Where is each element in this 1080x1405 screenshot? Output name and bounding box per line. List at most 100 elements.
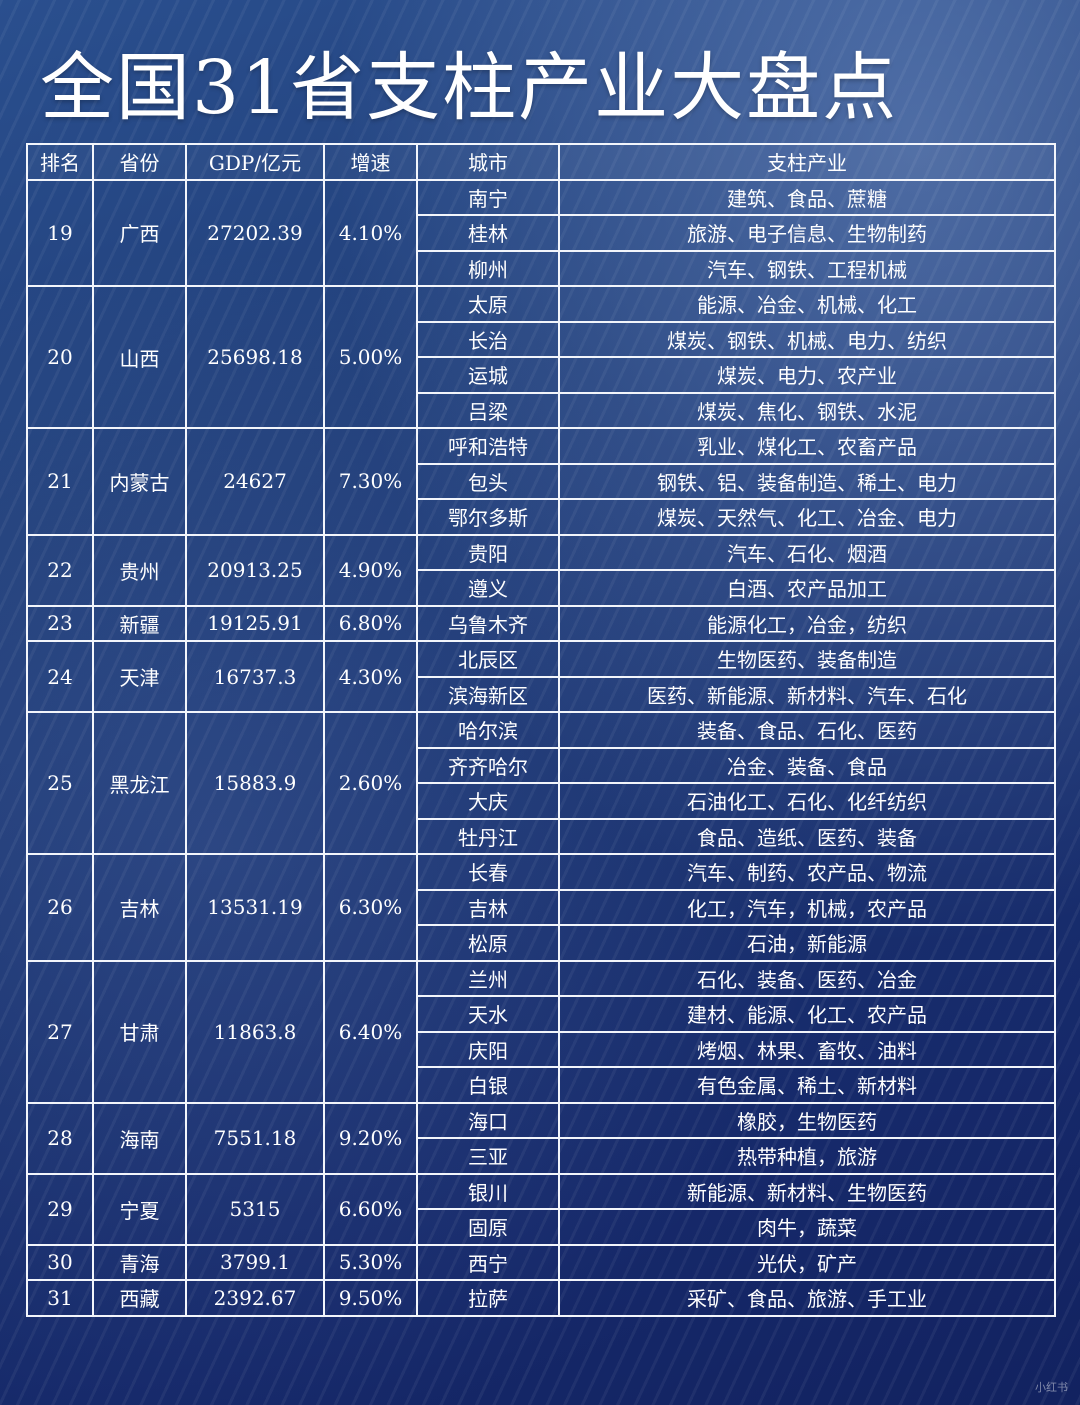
growth-cell: 6.80%	[323, 604, 418, 642]
industries-cell: 钢铁、铝、装备制造、稀土、电力	[558, 462, 1056, 500]
industries-cell: 汽车、制药、农产品、物流	[558, 853, 1056, 891]
gdp-cell: 25698.18	[185, 285, 325, 429]
table-row: 21 内蒙古 24627 7.30% 呼和浩特 乳业、煤化工、农畜产品	[26, 427, 1056, 536]
city-cell: 银川	[416, 1172, 560, 1210]
city-cell: 海口	[416, 1101, 560, 1139]
rank-cell: 26	[26, 853, 94, 962]
province-cell: 海南	[92, 1101, 187, 1175]
table-row: 24 天津 16737.3 4.30% 北辰区 生物医药、装备制造	[26, 640, 1056, 713]
city-cell: 长治	[416, 320, 560, 358]
city-cell: 松原	[416, 924, 560, 962]
gdp-cell: 7551.18	[185, 1101, 325, 1175]
province-cell: 广西	[92, 178, 187, 287]
province-cell: 贵州	[92, 533, 187, 607]
table-row: 吕梁 煤炭、焦化、钢铁、水泥	[27, 391, 1056, 429]
rank-cell: 23	[26, 604, 94, 642]
growth-cell: 7.30%	[323, 427, 418, 536]
industries-cell: 冶金、装备、食品	[558, 746, 1056, 784]
table-row: 滨海新区 医药、新能源、新材料、汽车、石化	[27, 675, 1056, 713]
table-row: 31 西藏 2392.67 9.50% 拉萨 采矿、食品、旅游、手工业	[26, 1279, 1056, 1317]
industries-cell: 石油，新能源	[558, 924, 1056, 962]
header-province: 省份	[92, 143, 187, 181]
gdp-cell: 20913.25	[185, 533, 325, 607]
city-cell: 哈尔滨	[416, 711, 560, 749]
industries-cell: 橡胶，生物医药	[558, 1101, 1056, 1139]
city-cell: 庆阳	[416, 1030, 560, 1068]
table-row: 25 黑龙江 15883.9 2.60% 哈尔滨 装备、食品、石化、医药	[26, 711, 1056, 855]
city-cell: 遵义	[416, 569, 560, 607]
table-body: 19 广西 27202.39 4.10% 南宁 建筑、食品、蔗糖 桂林 旅游、电子信息、生物制…	[26, 178, 1056, 1317]
city-cell: 柳州	[416, 249, 560, 287]
province-cell: 山西	[92, 285, 187, 429]
city-cell: 包头	[416, 462, 560, 500]
city-cell: 吉林	[416, 888, 560, 926]
industries-cell: 煤炭、钢铁、机械、电力、纺织	[558, 320, 1056, 358]
table-row: 鄂尔多斯 煤炭、天然气、化工、冶金、电力	[27, 498, 1056, 536]
growth-cell: 6.60%	[323, 1172, 418, 1246]
gdp-cell: 24627	[185, 427, 325, 536]
table-row: 吉林 化工，汽车，机械，农产品	[27, 888, 1056, 926]
industries-cell: 装备、食品、石化、医药	[558, 711, 1056, 749]
table-row: 29 宁夏 5315 6.60% 银川 新能源、新材料、生物医药	[26, 1172, 1056, 1246]
rank-cell: 22	[26, 533, 94, 607]
watermark-text: 小红书	[1035, 1381, 1068, 1394]
rank-cell: 21	[26, 427, 94, 536]
table-row: 庆阳 烤烟、林果、畜牧、油料	[27, 1030, 1056, 1068]
industries-cell: 石油化工、石化、化纤纺织	[558, 782, 1056, 820]
rank-cell: 28	[26, 1101, 94, 1175]
table-row: 20 山西 25698.18 5.00% 太原 能源、冶金、机械、化工	[26, 285, 1056, 429]
growth-cell: 2.60%	[323, 711, 418, 855]
header-rank: 排名	[26, 143, 94, 181]
city-cell: 长春	[416, 853, 560, 891]
gdp-cell: 5315	[185, 1172, 325, 1246]
industries-cell: 汽车、石化、烟酒	[558, 533, 1056, 571]
city-cell: 鄂尔多斯	[416, 498, 560, 536]
city-cell: 乌鲁木齐	[416, 604, 560, 642]
table-header-row: 排名 省份 GDP/亿元 增速 城市 支柱产业	[26, 143, 1056, 181]
rank-cell: 24	[26, 640, 94, 713]
province-cell: 西藏	[92, 1279, 187, 1317]
table-row: 23 新疆 19125.91 6.80% 乌鲁木齐 能源化工，冶金，纺织	[26, 604, 1056, 642]
city-cell: 三亚	[416, 1137, 560, 1175]
city-cell: 桂林	[416, 214, 560, 252]
industries-cell: 煤炭、电力、农产业	[558, 356, 1056, 394]
growth-cell: 5.30%	[323, 1243, 418, 1281]
city-cell: 齐齐哈尔	[416, 746, 560, 784]
industries-cell: 煤炭、焦化、钢铁、水泥	[558, 391, 1056, 429]
industries-cell: 烤烟、林果、畜牧、油料	[558, 1030, 1056, 1068]
industries-cell: 采矿、食品、旅游、手工业	[558, 1279, 1056, 1317]
growth-cell: 6.30%	[323, 853, 418, 962]
growth-cell: 4.30%	[323, 640, 418, 713]
industries-cell: 能源化工，冶金，纺织	[558, 604, 1056, 642]
industries-cell: 化工，汽车，机械，农产品	[558, 888, 1056, 926]
growth-cell: 5.00%	[323, 285, 418, 429]
province-cell: 天津	[92, 640, 187, 713]
header-industries: 支柱产业	[558, 143, 1056, 181]
table-row: 柳州 汽车、钢铁、工程机械	[27, 249, 1056, 287]
growth-cell: 9.20%	[323, 1101, 418, 1175]
gdp-cell: 27202.39	[185, 178, 325, 287]
city-cell: 天水	[416, 995, 560, 1033]
gdp-cell: 15883.9	[185, 711, 325, 855]
table-row: 齐齐哈尔 冶金、装备、食品	[27, 746, 1056, 784]
industries-cell: 能源、冶金、机械、化工	[558, 285, 1056, 323]
gdp-cell: 13531.19	[185, 853, 325, 962]
city-cell: 西宁	[416, 1243, 560, 1281]
growth-cell: 4.10%	[323, 178, 418, 287]
table-row: 30 青海 3799.1 5.30% 西宁 光伏，矿产	[26, 1243, 1056, 1281]
industries-cell: 建材、能源、化工、农产品	[558, 995, 1056, 1033]
province-cell: 黑龙江	[92, 711, 187, 855]
rank-cell: 25	[26, 711, 94, 855]
growth-cell: 9.50%	[323, 1279, 418, 1317]
industries-cell: 汽车、钢铁、工程机械	[558, 249, 1056, 287]
industries-cell: 白酒、农产品加工	[558, 569, 1056, 607]
table-row: 桂林 旅游、电子信息、生物制药	[27, 214, 1056, 252]
rank-cell: 30	[26, 1243, 94, 1281]
industries-cell: 新能源、新材料、生物医药	[558, 1172, 1056, 1210]
city-cell: 固原	[416, 1208, 560, 1246]
table-row: 固原 肉牛，蔬菜	[27, 1208, 1056, 1246]
industries-cell: 有色金属、稀土、新材料	[558, 1066, 1056, 1104]
gdp-cell: 3799.1	[185, 1243, 325, 1281]
table-row: 运城 煤炭、电力、农产业	[27, 356, 1056, 394]
rank-cell: 20	[26, 285, 94, 429]
